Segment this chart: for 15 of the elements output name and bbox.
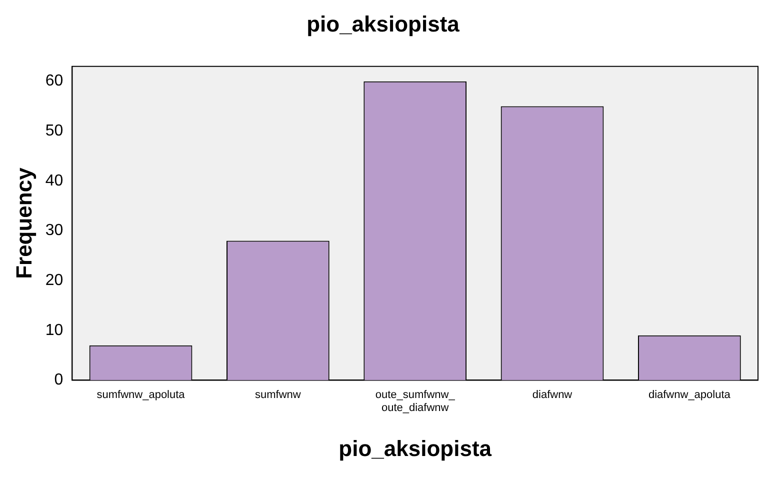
x-tick-label: sumfwnw: [255, 388, 301, 401]
x-tick-label: sumfwnw_apoluta: [96, 388, 186, 401]
y-tick-label: 30: [45, 222, 64, 240]
y-tick-label: 60: [45, 72, 64, 90]
y-tick-label: 50: [45, 122, 64, 140]
chart-title: pio_aksiopista: [306, 11, 460, 36]
y-tick-label: 40: [45, 172, 64, 190]
y-tick-label: 0: [54, 372, 64, 389]
x-tick-label: oute_sumfwnw_oute_diafwnw: [375, 388, 456, 414]
y-tick-label: 20: [45, 272, 64, 289]
x-tick-label: diafwnw_apoluta: [648, 388, 732, 401]
y-tick-label: 10: [45, 322, 64, 339]
y-axis-title: Frequency: [11, 166, 36, 279]
x-tick-label: diafwnw: [532, 388, 572, 401]
x-axis-title: pio_aksiopista: [338, 436, 492, 461]
